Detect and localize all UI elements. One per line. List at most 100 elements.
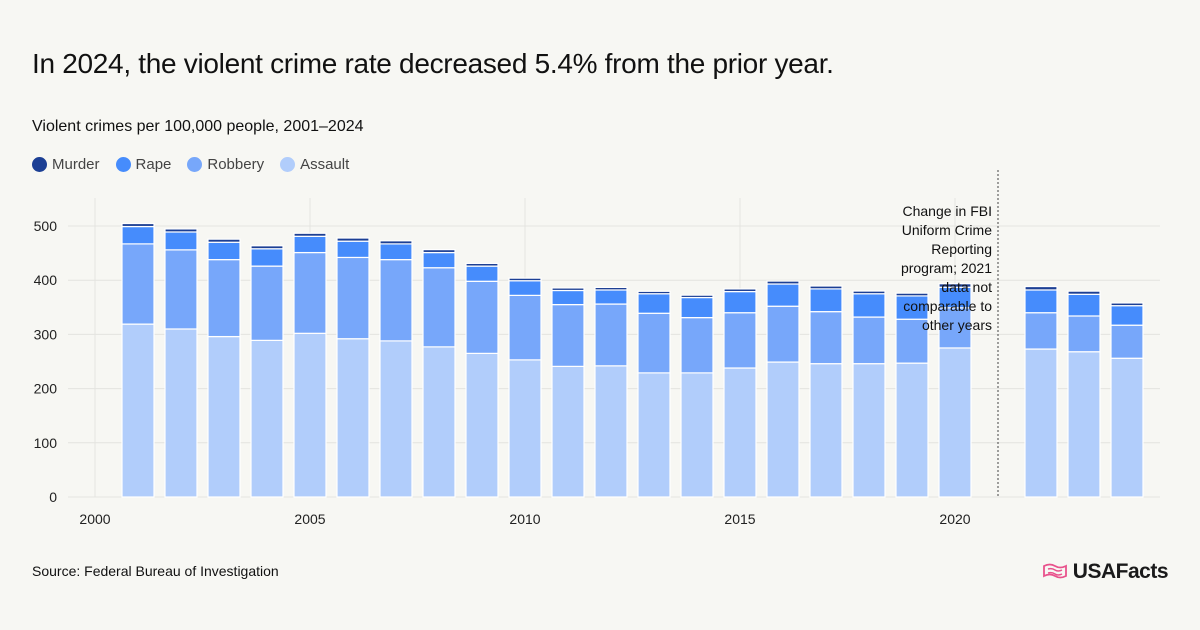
bar-robbery-2006 xyxy=(336,256,370,340)
bar-robbery-2020 xyxy=(938,307,972,349)
bar-assault-2007 xyxy=(379,340,413,498)
x-tick-label: 2005 xyxy=(294,511,325,527)
bar-murder-2019 xyxy=(895,292,929,297)
flag-icon xyxy=(1042,563,1067,579)
legend-label: Robbery xyxy=(207,156,265,173)
bar-rape-2013 xyxy=(637,293,671,314)
bar-rape-2010 xyxy=(508,280,542,296)
bar-robbery-2017 xyxy=(809,311,843,365)
bar-assault-2014 xyxy=(680,372,714,498)
bar-murder-2016 xyxy=(766,280,800,285)
bar-assault-2024 xyxy=(1110,357,1144,498)
bar-rape-2011 xyxy=(551,289,585,306)
chart-title: In 2024, the violent crime rate decrease… xyxy=(32,48,834,79)
bar-robbery-2012 xyxy=(594,303,628,367)
bar-murder-2001 xyxy=(121,222,155,228)
chart-subtitle: Violent crimes per 100,000 people, 2001–… xyxy=(32,118,364,135)
logo-text: USAFacts xyxy=(1072,560,1169,583)
bar-rape-2006 xyxy=(336,240,370,259)
bar-assault-2006 xyxy=(336,338,370,498)
legend-item-assault: Assault xyxy=(280,156,349,173)
bar-assault-2015 xyxy=(723,367,757,498)
bar-robbery-2005 xyxy=(293,251,327,334)
legend-label: Assault xyxy=(300,156,350,173)
bar-robbery-2023 xyxy=(1067,315,1101,353)
bar-assault-2002 xyxy=(164,328,198,498)
legend-swatch-robbery xyxy=(187,157,203,172)
bar-robbery-2019 xyxy=(895,318,929,364)
bar-murder-2024 xyxy=(1110,302,1144,307)
bar-robbery-2007 xyxy=(379,259,413,342)
bar-robbery-2024 xyxy=(1110,324,1144,359)
bar-rape-2017 xyxy=(809,288,843,313)
bar-robbery-2022 xyxy=(1024,312,1058,350)
bar-murder-2018 xyxy=(852,290,886,295)
bar-murder-2005 xyxy=(293,232,327,237)
bar-robbery-2004 xyxy=(250,265,284,341)
bar-murder-2006 xyxy=(336,237,370,242)
bar-assault-2009 xyxy=(465,352,499,498)
bar-murder-2010 xyxy=(508,277,542,282)
bar-assault-2019 xyxy=(895,362,929,498)
bar-murder-2017 xyxy=(809,285,843,290)
bar-murder-2020 xyxy=(938,283,972,288)
bar-assault-2016 xyxy=(766,361,800,498)
bar-murder-2007 xyxy=(379,240,413,245)
bar-rape-2003 xyxy=(207,241,241,261)
bar-assault-2013 xyxy=(637,372,671,498)
bar-assault-2003 xyxy=(207,335,241,498)
bar-robbery-2003 xyxy=(207,259,241,338)
bar-murder-2013 xyxy=(637,290,671,295)
x-tick-label: 2020 xyxy=(939,511,970,527)
legend-swatch-rape xyxy=(115,157,131,172)
bar-assault-2022 xyxy=(1024,348,1058,498)
y-tick-label: 300 xyxy=(34,326,58,342)
legend-item-robbery: Robbery xyxy=(187,156,264,173)
legend-item-rape: Rape xyxy=(115,156,172,173)
bar-murder-2012 xyxy=(594,286,628,291)
bar-robbery-2001 xyxy=(121,243,155,325)
bar-assault-2020 xyxy=(938,347,972,498)
bar-murder-2023 xyxy=(1067,290,1101,295)
bar-robbery-2014 xyxy=(680,316,714,374)
bar-rape-2012 xyxy=(594,289,628,305)
bar-murder-2015 xyxy=(723,288,757,293)
bar-murder-2003 xyxy=(207,238,241,243)
annotation-note: Change in FBI Uniform Crime Reporting pr… xyxy=(900,203,992,333)
y-tick-label: 200 xyxy=(34,381,58,397)
x-tick-label: 2000 xyxy=(79,511,110,527)
bar-robbery-2018 xyxy=(852,316,886,365)
bar-robbery-2015 xyxy=(723,312,757,369)
bar-murder-2014 xyxy=(680,294,714,299)
bar-rape-2007 xyxy=(379,243,413,261)
bar-assault-2012 xyxy=(594,365,628,498)
legend-swatch-murder xyxy=(32,157,47,172)
bar-assault-2005 xyxy=(293,332,327,498)
bar-robbery-2011 xyxy=(551,303,585,367)
bar-robbery-2002 xyxy=(164,249,198,330)
bar-rape-2023 xyxy=(1067,293,1101,317)
bar-assault-2001 xyxy=(121,323,155,498)
bar-assault-2017 xyxy=(809,363,843,498)
bar-rape-2008 xyxy=(422,251,456,269)
bar-murder-2004 xyxy=(250,245,284,250)
legend-item-murder: Murder xyxy=(32,156,100,173)
usafacts-logo[interactable]: USAFacts xyxy=(1042,560,1169,584)
bar-robbery-2008 xyxy=(422,267,456,348)
bar-assault-2023 xyxy=(1067,351,1101,498)
y-tick-label: 0 xyxy=(49,489,57,505)
legend: Murder Rape Robbery Assault xyxy=(32,156,349,173)
legend-label: Murder xyxy=(52,156,100,173)
bar-assault-2008 xyxy=(422,346,456,498)
bar-murder-2009 xyxy=(465,262,499,267)
bar-assault-2018 xyxy=(852,363,886,498)
source-note: Source: Federal Bureau of Investigation xyxy=(32,563,279,579)
legend-label: Rape xyxy=(135,156,172,173)
bar-rape-2005 xyxy=(293,235,327,254)
bar-assault-2010 xyxy=(508,359,542,498)
bar-robbery-2010 xyxy=(508,294,542,361)
bar-robbery-2009 xyxy=(465,280,499,354)
bar-rape-2004 xyxy=(250,248,284,267)
